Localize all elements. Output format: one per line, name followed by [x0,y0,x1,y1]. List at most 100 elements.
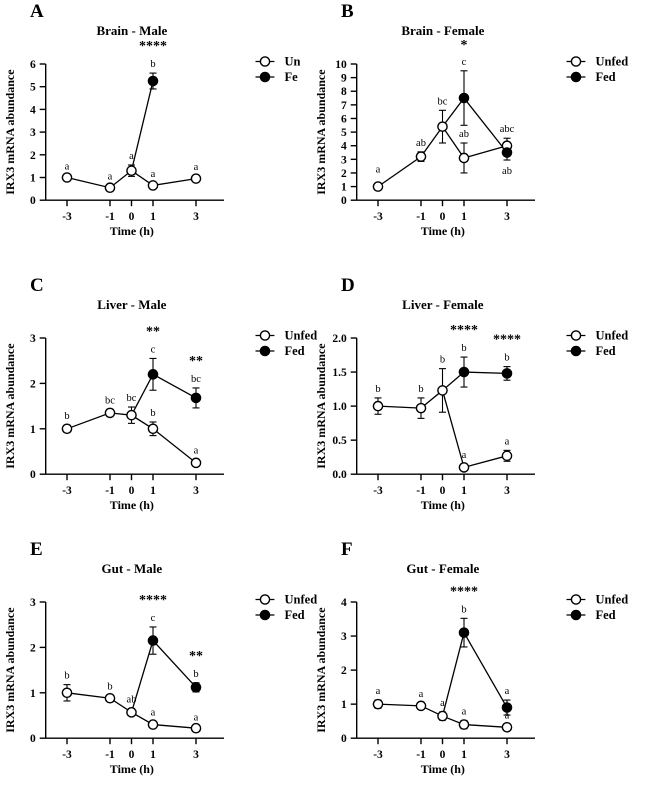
svg-text:**: ** [189,649,203,664]
svg-text:b: b [150,408,155,419]
svg-text:Gut - Male: Gut - Male [102,561,163,576]
svg-text:0: 0 [439,485,445,497]
svg-text:1.5: 1.5 [332,367,347,379]
svg-text:a: a [375,165,380,176]
svg-text:D: D [341,275,355,296]
svg-text:bc: bc [191,374,201,385]
svg-text:b: b [64,411,69,422]
svg-text:C: C [30,275,44,296]
svg-text:****: **** [450,323,478,338]
svg-text:-3: -3 [62,749,72,761]
svg-text:IRX3 mRNA abundance: IRX3 mRNA abundance [3,69,17,195]
svg-text:a: a [194,713,199,724]
svg-text:Time (h): Time (h) [420,224,464,238]
svg-text:b: b [64,671,69,682]
svg-text:IRX3 mRNA abundance: IRX3 mRNA abundance [3,343,17,469]
svg-text:a: a [418,689,423,700]
svg-text:a: a [151,169,156,180]
svg-text:0: 0 [30,469,36,481]
svg-text:2: 2 [341,665,347,677]
svg-text:4: 4 [341,141,347,153]
svg-text:1.0: 1.0 [332,401,347,413]
svg-text:1: 1 [150,485,156,497]
svg-text:****: **** [450,585,478,600]
svg-text:a: a [151,708,156,719]
svg-text:IRX3 mRNA abundance: IRX3 mRNA abundance [314,343,328,469]
svg-text:1: 1 [30,688,36,700]
svg-text:-3: -3 [62,211,72,223]
svg-text:Unfed: Unfed [595,593,628,607]
svg-text:0.0: 0.0 [332,469,347,481]
svg-text:b: b [418,384,423,395]
svg-text:Time (h): Time (h) [420,762,464,776]
svg-text:b: b [107,682,112,693]
svg-text:-1: -1 [416,749,426,761]
svg-text:3: 3 [193,485,199,497]
svg-text:E: E [30,539,43,560]
svg-text:Time (h): Time (h) [110,762,154,776]
svg-text:b: b [440,354,445,365]
svg-text:****: **** [493,332,521,347]
svg-text:a: a [108,171,113,182]
svg-text:a: a [194,162,199,173]
svg-text:ab: ab [416,138,426,149]
svg-text:bc: bc [105,395,115,406]
svg-text:6: 6 [30,59,36,71]
svg-text:ab: ab [502,166,512,177]
svg-text:-1: -1 [416,485,426,497]
svg-text:F: F [341,539,353,560]
svg-text:-3: -3 [373,749,383,761]
svg-text:3: 3 [504,485,510,497]
svg-text:-1: -1 [105,485,115,497]
svg-text:0: 0 [439,211,445,223]
svg-text:-1: -1 [105,749,115,761]
svg-text:a: a [504,711,509,722]
svg-text:bc: bc [437,96,447,107]
svg-text:1: 1 [30,424,36,436]
svg-text:c: c [151,344,156,355]
svg-text:**: ** [189,354,203,369]
svg-text:2.0: 2.0 [332,333,347,345]
svg-text:a: a [461,450,466,461]
svg-text:ab: ab [127,695,137,706]
svg-text:0: 0 [341,733,347,745]
svg-text:a: a [194,445,199,456]
svg-text:IRX3 mRNA abundance: IRX3 mRNA abundance [3,607,17,733]
svg-text:Liver - Male: Liver - Male [97,297,166,312]
svg-text:3: 3 [341,631,347,643]
svg-text:Unfed: Unfed [595,55,628,69]
svg-text:Liver - Female: Liver - Female [402,297,484,312]
svg-text:Brain - Male: Brain - Male [96,23,167,38]
svg-text:3: 3 [193,749,199,761]
svg-text:0: 0 [30,195,36,207]
svg-text:a: a [440,698,445,709]
svg-text:b: b [504,352,509,363]
svg-text:9: 9 [341,73,347,85]
svg-text:1: 1 [461,485,467,497]
svg-text:abc: abc [499,124,514,135]
svg-text:Unfed: Unfed [595,328,628,342]
svg-text:Brain - Female: Brain - Female [401,23,484,38]
svg-text:-3: -3 [373,211,383,223]
svg-text:**: ** [146,324,160,339]
svg-text:a: a [129,151,134,162]
svg-text:0.5: 0.5 [332,435,347,447]
svg-text:3: 3 [193,211,199,223]
svg-text:1: 1 [150,749,156,761]
svg-text:2: 2 [30,643,36,655]
svg-text:1: 1 [341,699,347,711]
svg-text:Fe: Fe [285,70,299,84]
svg-text:a: a [375,686,380,697]
svg-text:Fed: Fed [595,70,615,84]
svg-text:3: 3 [341,154,347,166]
svg-text:8: 8 [341,86,347,98]
svg-text:0: 0 [341,195,347,207]
svg-text:0: 0 [30,733,36,745]
svg-text:Fed: Fed [285,608,305,622]
svg-text:Fed: Fed [595,608,615,622]
svg-text:0: 0 [439,749,445,761]
svg-text:Gut - Female: Gut - Female [406,561,479,576]
svg-text:c: c [151,613,156,624]
svg-text:Fed: Fed [285,344,305,358]
svg-text:3: 3 [504,749,510,761]
